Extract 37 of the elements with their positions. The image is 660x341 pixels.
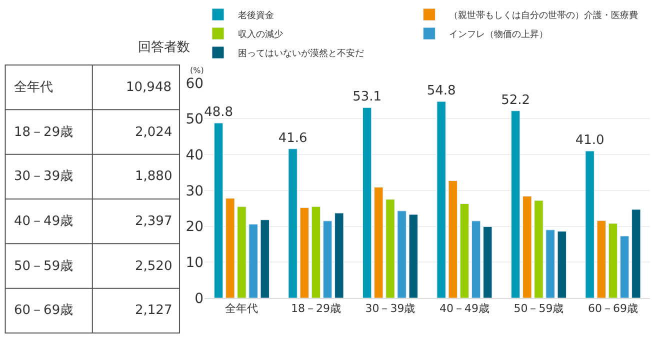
y-tick-label: 30	[186, 183, 204, 200]
y-axis-title: (%)	[190, 66, 204, 75]
legend-label: 老後資金	[238, 10, 274, 22]
text: 2,520	[135, 259, 172, 274]
data-label: 48.8	[204, 105, 234, 120]
category-label: 50－59歳	[14, 259, 74, 274]
legend-label: 収入の減少	[238, 29, 283, 40]
data-label: 41.6	[278, 130, 308, 146]
y-tick-label: 10	[186, 255, 204, 272]
x-tick-label: 18－29歳	[290, 302, 341, 316]
x-tick-label: 60－69歳	[588, 302, 638, 316]
text: 2,024	[135, 125, 172, 140]
x-tick-label: 30－39歳	[365, 302, 416, 316]
data-label: 53.1	[352, 90, 382, 105]
x-tick-label: 40－49歳	[439, 302, 490, 316]
category-label: 18－29歳	[14, 125, 74, 140]
data-label: 52.2	[501, 92, 530, 108]
y-tick-label: 0	[194, 290, 204, 307]
data-label: 54.8	[426, 84, 456, 99]
category-label: 40－49歳	[14, 214, 74, 229]
text: 10,948	[126, 80, 172, 95]
y-tick-label: 50	[186, 112, 204, 128]
y-tick-label: 20	[186, 219, 204, 236]
text: 2,127	[135, 303, 172, 318]
x-tick-label: 全年代	[225, 302, 258, 316]
x-tick-label: 50－59歳	[514, 302, 564, 316]
category-label: 全年代	[14, 80, 53, 95]
legend-label: （親世帯もしくは自分の世帯の）介護・医療費	[449, 10, 638, 22]
data-label: 41.0	[575, 133, 604, 148]
text: 1,880	[135, 169, 172, 184]
category-label: 30－39歳	[14, 169, 74, 184]
y-tick-label: 60	[186, 76, 204, 92]
text: 回答者数	[138, 40, 190, 55]
legend-label: 困ってはいないが漠然と不安だ	[238, 48, 364, 60]
text: 2,397	[135, 214, 172, 229]
y-tick-label: 40	[186, 147, 204, 164]
legend-label: インフレ（物価の上昇）	[449, 29, 548, 40]
